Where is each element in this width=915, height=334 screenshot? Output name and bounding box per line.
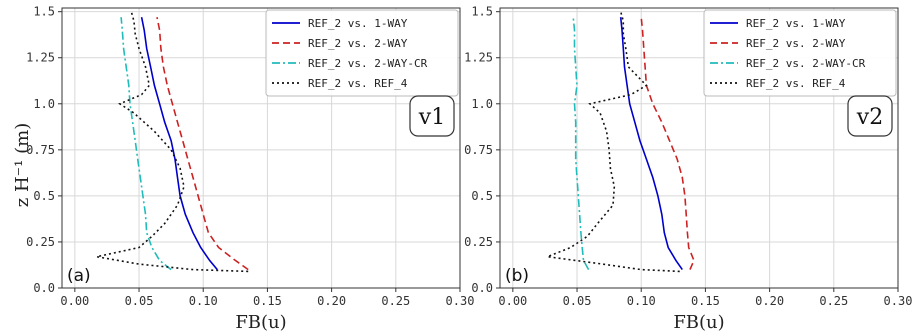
y-tick-label: 1.5 [471, 5, 493, 19]
chart-panel-2: 0.00 0.05 0.10 0.15 0.20 0.25 0.30 0.0 0.25 0.5 0.… [464, 5, 912, 333]
legend-entry-1: REF_2 vs. 1-WAY [308, 17, 408, 30]
x-tick-label: 0.10 [627, 294, 656, 308]
y-tick-label: 1.0 [471, 97, 493, 111]
y-tick-label: 0.5 [33, 189, 55, 203]
x-tick-label: 0.15 [691, 294, 720, 308]
version-badge: v1 [409, 95, 455, 137]
legend-entry-1: REF_2 vs. 1-WAY [746, 17, 846, 30]
series-line-1 [140, 17, 218, 271]
plot-frame [499, 7, 899, 289]
y-tick-label: 1.5 [33, 5, 55, 19]
shared-y-axis-label: z H⁻¹ (m) [12, 123, 33, 207]
x-tick-label: 0.00 [60, 294, 89, 308]
legend-entry-2: REF_2 vs. 2-WAY [746, 37, 846, 50]
legend: REF_2 vs. 1-WAY REF_2 vs. 2-WAY REF_2 vs. … [265, 9, 459, 97]
version-box [409, 95, 455, 137]
y-tick-label: 0.25 [464, 235, 493, 249]
plot-frame [61, 7, 461, 289]
x-tick-label: 0.30 [446, 294, 475, 308]
y-tick-label: 0.75 [26, 143, 55, 157]
x-tick-label: 0.15 [253, 294, 282, 308]
version-label: v1 [418, 105, 445, 130]
version-badge: v2 [847, 95, 893, 137]
x-axis-label: FB(u) [235, 312, 286, 333]
legend-box [265, 9, 459, 97]
panel-label: (a) [67, 266, 91, 286]
y-tick-label: 1.25 [26, 51, 55, 65]
series-line-4 [96, 11, 249, 273]
y-tick-label: 1.0 [33, 97, 55, 111]
legend-entry-2: REF_2 vs. 2-WAY [308, 37, 408, 50]
y-tick-label: 0.25 [26, 235, 55, 249]
series-line-2 [640, 17, 695, 270]
series-line-1 [619, 17, 683, 271]
legend-entry-4: REF_2 vs. REF_4 [308, 77, 408, 90]
chart-panel-1: 0.00 0.05 0.10 0.15 0.20 0.25 0.30 0.0 0.25 0.5 0.… [26, 5, 474, 333]
y-tick-label: 0.5 [471, 189, 493, 203]
series-line-3 [120, 17, 172, 271]
y-tick-label: 0.0 [33, 281, 55, 295]
x-tick-label: 0.30 [884, 294, 913, 308]
x-tick-label: 0.00 [498, 294, 527, 308]
version-box [847, 95, 893, 137]
legend-entry-4: REF_2 vs. REF_4 [746, 77, 846, 90]
version-label: v2 [856, 105, 883, 130]
x-axis-label: FB(u) [673, 312, 724, 333]
x-tick-label: 0.20 [755, 294, 784, 308]
legend-entry-3: REF_2 vs. 2-WAY-CR [308, 57, 428, 70]
series-line-4 [544, 11, 680, 273]
x-tick-label: 0.10 [189, 294, 218, 308]
panel-label: (b) [505, 266, 529, 286]
x-tick-label: 0.25 [819, 294, 848, 308]
y-tick-label: 0.75 [464, 143, 493, 157]
x-tick-label: 0.25 [381, 294, 410, 308]
x-tick-label: 0.05 [563, 294, 592, 308]
x-tick-label: 0.20 [317, 294, 346, 308]
legend-box [703, 9, 897, 97]
legend: REF_2 vs. 1-WAY REF_2 vs. 2-WAY REF_2 vs. … [703, 9, 897, 97]
y-tick-label: 1.25 [464, 51, 493, 65]
series-line-3 [572, 17, 590, 270]
y-tick-label: 0.0 [471, 281, 493, 295]
legend-entry-3: REF_2 vs. 2-WAY-CR [746, 57, 866, 70]
series-line-2 [156, 17, 249, 271]
x-tick-label: 0.05 [125, 294, 154, 308]
